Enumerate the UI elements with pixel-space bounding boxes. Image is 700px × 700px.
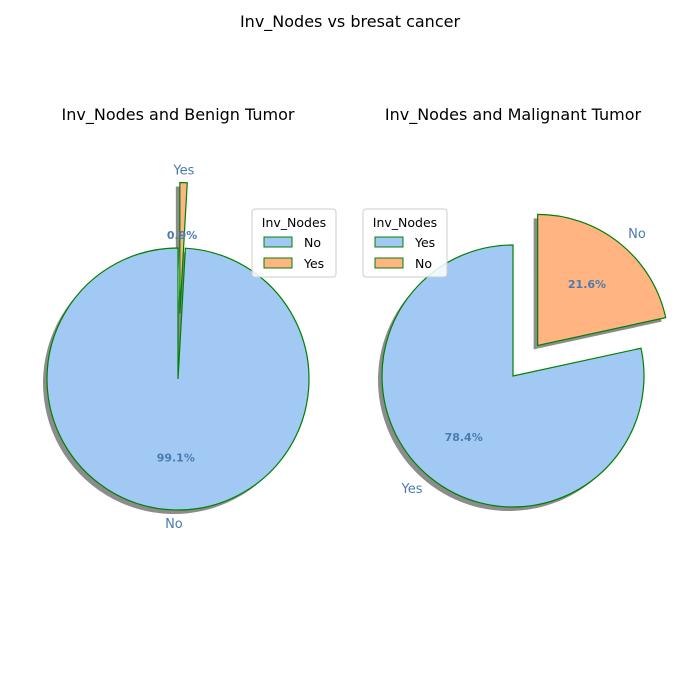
pie-chart-2-legend-title: Inv_Nodes [373,215,437,230]
pie-chart-2-pct-yes: 78.4% [445,431,483,444]
pie-chart-2-legend-swatch-yes [374,236,404,248]
pie-chart-1-legend-title: Inv_Nodes [262,215,326,230]
pie-chart-1-legend-entry-yes: Yes [303,256,324,271]
pie-chart-2-title: Inv_Nodes and Malignant Tumor [385,105,642,125]
pie-chart-2-legend: Inv_Nodes Yes No [362,208,448,278]
pie-chart-1-slice-yes [179,181,188,314]
figure-title: Inv_Nodes vs bresat cancer [240,12,461,32]
pie-chart-2-slice-yes [381,244,645,508]
pie-chart-1-legend-swatch-yes [263,257,293,269]
pie-chart-2-slice-no [537,213,667,347]
pie-chart-2-legend-entry-yes: Yes [414,235,435,250]
pie-chart-1-pct-no: 99.1% [157,452,195,465]
pie-chart-2-pct-no: 21.6% [568,278,606,291]
pie-chart-2: Inv_Nodes and Malignant Tumor Yes 78.4% No 2… [378,105,667,511]
pie-chart-2-legend-entry-no: No [415,256,432,271]
pie-chart-1-slice-no [46,247,310,511]
pie-chart-2-legend-swatch-no [374,257,404,269]
pie-chart-1: Inv_Nodes and Benign Tumor No 99.1% Yes 0.9% [42,105,310,532]
pie-chart-1-label-yes: Yes [172,163,194,178]
pie-chart-1-title: Inv_Nodes and Benign Tumor [62,105,295,125]
pie-chart-2-label-no: No [628,227,646,242]
pie-chart-1-label-no: No [165,517,183,532]
pie-chart-1-legend-entry-no: No [304,235,321,250]
pie-chart-1-legend-swatch-no [263,236,293,248]
pie-chart-1-pct-yes: 0.9% [167,229,198,242]
pie-chart-2-label-yes: Yes [401,482,423,497]
pie-chart-1-legend: Inv_Nodes No Yes [251,208,337,278]
